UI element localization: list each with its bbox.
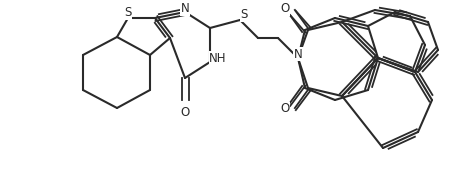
Text: N: N — [180, 2, 189, 16]
Text: S: S — [124, 7, 132, 20]
Text: N: N — [294, 47, 302, 60]
Text: O: O — [180, 105, 189, 118]
Text: NH: NH — [209, 51, 227, 65]
Text: O: O — [281, 2, 290, 16]
Text: S: S — [240, 8, 248, 22]
Text: O: O — [281, 2, 290, 16]
Text: O: O — [281, 103, 290, 116]
Text: N: N — [294, 47, 302, 60]
Text: O: O — [281, 103, 290, 116]
